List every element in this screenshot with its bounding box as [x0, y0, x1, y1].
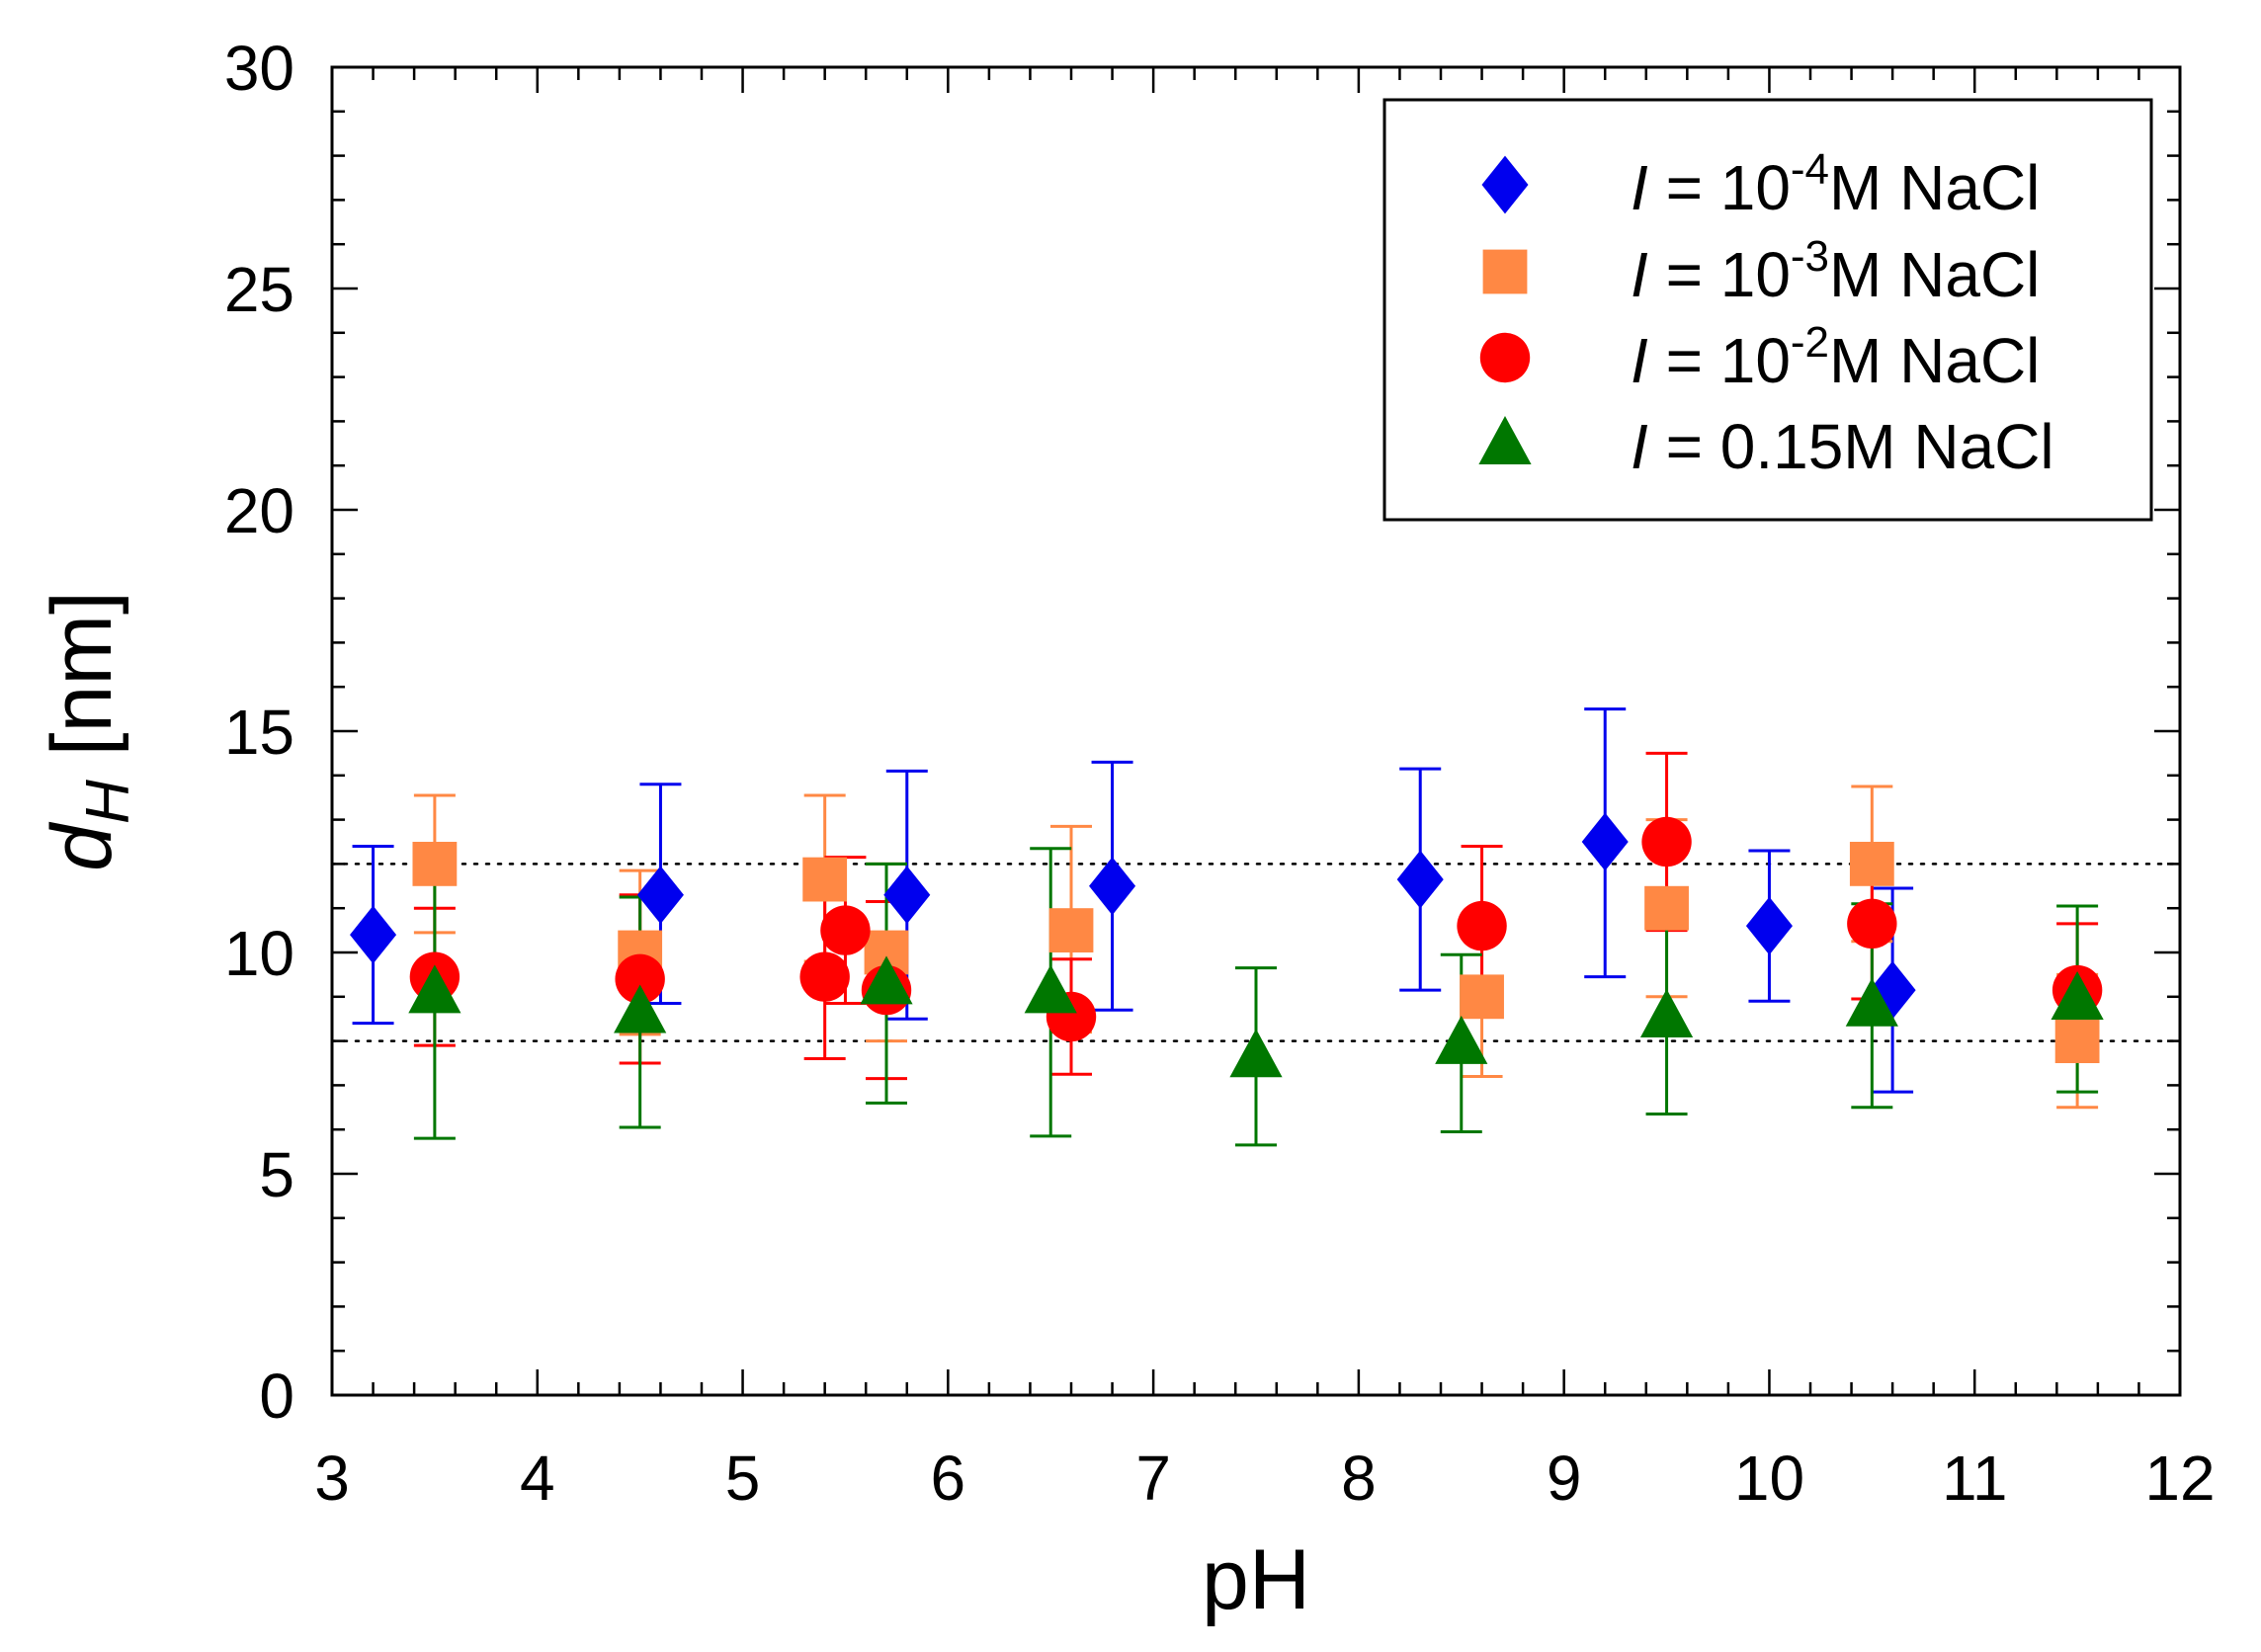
- y-tick-label: 20: [224, 475, 294, 546]
- data-point-triangle: [408, 964, 461, 1014]
- legend-superscript: -3: [1791, 232, 1829, 281]
- x-tick-label: 3: [314, 1443, 350, 1514]
- legend-rest: M NaCl: [1829, 152, 2040, 223]
- y-axis-subscript: H: [74, 780, 142, 824]
- x-axis-title: pH: [1202, 1532, 1310, 1627]
- x-tick-label: 7: [1135, 1443, 1171, 1514]
- legend-rest: M NaCl: [1829, 239, 2040, 310]
- legend-italic: I: [1631, 152, 1648, 223]
- legend-eq: = 10: [1648, 152, 1791, 223]
- data-point-square: [1460, 974, 1504, 1020]
- data-point-square: [802, 857, 848, 902]
- y-tick-label: 25: [224, 254, 294, 325]
- y-tick-label: 0: [259, 1361, 294, 1432]
- legend-marker-square: [1482, 249, 1528, 294]
- data-point-triangle: [1639, 988, 1694, 1037]
- y-tick-label: 30: [224, 33, 294, 104]
- data-point-square: [412, 842, 458, 886]
- data-markers: [350, 812, 2104, 1078]
- data-point-triangle: [1229, 1029, 1283, 1078]
- legend-label: I = 10-4M NaCl: [1631, 145, 2040, 223]
- x-tick-label: 10: [1734, 1443, 1804, 1514]
- legend-eq: = 10: [1648, 239, 1791, 310]
- data-point-diamond: [1396, 850, 1444, 909]
- legend-marker-diamond: [1481, 155, 1529, 214]
- y-axis-title: dH [nm]: [35, 591, 142, 871]
- x-tick-label: 9: [1547, 1443, 1582, 1514]
- data-point-circle: [1847, 898, 1897, 950]
- y-axis-symbol: d: [35, 821, 129, 871]
- data-point-square: [1644, 885, 1689, 931]
- x-tick-label: 8: [1341, 1443, 1377, 1514]
- data-point-triangle: [1845, 977, 1898, 1027]
- data-point-circle: [1457, 900, 1507, 951]
- data-point-triangle: [2051, 971, 2104, 1021]
- data-point-square: [2054, 1019, 2100, 1063]
- x-tick-label: 11: [1942, 1443, 2007, 1514]
- error-bars: [352, 707, 2099, 1147]
- data-point-diamond: [350, 905, 397, 964]
- legend-marker-circle: [1479, 332, 1531, 383]
- data-point-circle: [799, 951, 850, 1002]
- data-point-diamond: [1581, 812, 1629, 871]
- legend-italic: I: [1631, 325, 1648, 396]
- data-point-diamond: [636, 866, 684, 925]
- data-point-diamond: [883, 866, 931, 925]
- data-point-diamond: [1089, 857, 1136, 916]
- data-point-circle: [615, 953, 665, 1005]
- legend-label: I = 10-2M NaCl: [1631, 318, 2040, 396]
- x-tick-label: 5: [725, 1443, 761, 1514]
- legend-marker-triangle: [1478, 416, 1532, 464]
- x-tick-label: 12: [2144, 1443, 2215, 1514]
- axis-ticks: [330, 65, 2182, 1397]
- legend-italic: I: [1631, 239, 1648, 310]
- data-point-triangle: [1024, 964, 1077, 1014]
- legend-superscript: -2: [1791, 318, 1829, 367]
- data-point-square: [1849, 842, 1894, 886]
- legend-eq: = 10: [1648, 325, 1791, 396]
- tick-labels: 3 4 5 6 7 8 9 10 11 12 0 5 10 15 20 25 30: [224, 33, 2216, 1514]
- x-tick-label: 4: [520, 1443, 555, 1514]
- y-tick-label: 15: [224, 697, 294, 768]
- legend-label: I = 10-3M NaCl: [1631, 232, 2040, 310]
- data-point-diamond: [1745, 896, 1793, 955]
- data-point-triangle: [614, 984, 667, 1033]
- y-tick-label: 5: [259, 1139, 294, 1210]
- y-tick-label: 10: [224, 918, 294, 989]
- legend-label: I = 0.15M NaCl: [1631, 411, 2054, 482]
- data-point-circle: [1641, 816, 1692, 867]
- data-point-triangle: [860, 955, 913, 1005]
- data-point-square: [1048, 908, 1094, 952]
- data-point-circle: [820, 905, 871, 955]
- legend-superscript: -4: [1791, 145, 1829, 194]
- y-axis-unit: [nm]: [35, 591, 129, 780]
- legend-rest: M NaCl: [1829, 325, 2040, 396]
- legend-italic: I: [1631, 411, 1648, 482]
- legend-eq: = 0.15M NaCl: [1648, 411, 2054, 482]
- data-point-triangle: [1435, 1015, 1488, 1064]
- x-tick-label: 6: [931, 1443, 966, 1514]
